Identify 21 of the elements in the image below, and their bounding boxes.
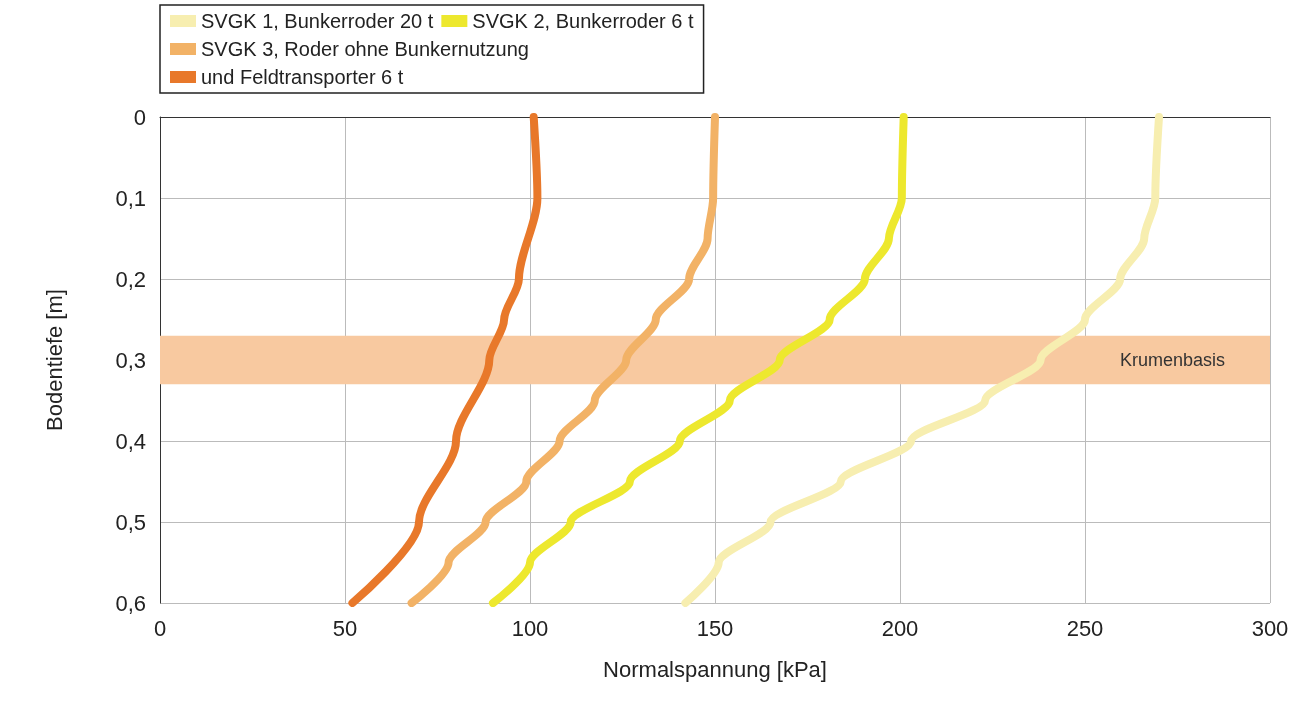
y-tick-label: 0,3 [115,347,146,373]
y-tick-label: 0,6 [115,590,146,616]
band-label: Krumenbasis [1119,350,1225,370]
x-tick-label: 250 [1066,615,1104,641]
y-tick-label: 0,5 [115,509,146,535]
x-tick-label: 300 [1251,615,1289,641]
legend-label: SVGK 3, Roder ohne Bunkernutzung [201,38,529,60]
x-axis-title: Normalspannung [kPa] [603,656,827,682]
x-tick-label: 150 [696,615,734,641]
legend-label: und Feldtransporter 6 t [201,66,404,88]
y-tick-label: 0,4 [115,428,146,454]
y-tick-label: 0 [133,104,146,130]
x-tick-label: 0 [153,615,167,641]
x-tick-label: 100 [511,615,549,641]
y-tick-label: 0,2 [115,266,146,292]
y-axis-title: Bodentiefe [m] [41,289,67,431]
x-tick-label: 200 [881,615,919,641]
legend-label: SVGK 2, Bunkerroder 6 t [472,10,695,32]
x-tick-label: 50 [332,615,358,641]
legend-label: SVGK 1, Bunkerroder 20 t [201,10,434,32]
y-tick-label: 0,1 [115,185,146,211]
